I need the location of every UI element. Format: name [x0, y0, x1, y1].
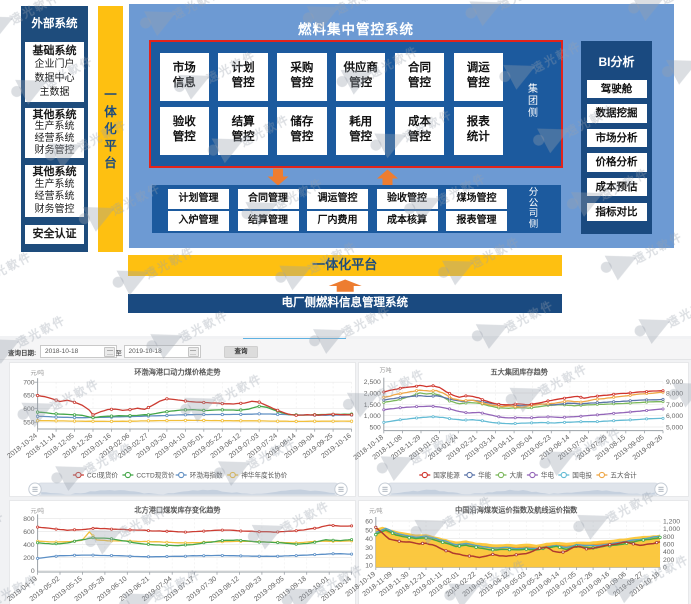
svg-text:600: 600	[663, 542, 675, 549]
svg-text:1,000: 1,000	[364, 413, 381, 420]
svg-text:400: 400	[663, 549, 675, 556]
svg-text:1,200: 1,200	[663, 519, 680, 526]
svg-text:9,000: 9,000	[666, 379, 683, 386]
svg-text:500: 500	[369, 425, 381, 432]
svg-text:600: 600	[24, 529, 36, 536]
svg-text:国家能源: 国家能源	[433, 470, 460, 479]
svg-text:环渤海指数: 环渤海指数	[190, 470, 223, 479]
svg-text:北方港口煤炭库存变化趋势: 北方港口煤炭库存变化趋势	[135, 506, 222, 515]
svg-text:华能: 华能	[478, 470, 492, 479]
svg-text:0: 0	[663, 565, 667, 572]
svg-text:环渤海港口动力煤价格走势: 环渤海港口动力煤价格走势	[135, 368, 222, 377]
svg-text:800: 800	[663, 534, 675, 541]
svg-text:1,000: 1,000	[663, 526, 680, 533]
svg-text:大唐: 大唐	[510, 470, 524, 479]
svg-text:元/吨: 元/吨	[369, 507, 383, 515]
svg-text:CCI现货价: CCI现货价	[87, 470, 119, 479]
svg-text:200: 200	[663, 557, 675, 564]
svg-text:CCTD现货价: CCTD现货价	[137, 470, 176, 479]
svg-text:2,500: 2,500	[364, 379, 381, 386]
svg-text:30: 30	[365, 545, 373, 552]
svg-text:国电投: 国电投	[572, 470, 592, 479]
svg-text:200: 200	[24, 555, 36, 562]
svg-text:700: 700	[24, 380, 36, 387]
svg-text:550: 550	[24, 420, 36, 427]
svg-text:0: 0	[31, 568, 35, 575]
svg-text:50: 50	[365, 528, 373, 535]
svg-text:五大合计: 五大合计	[610, 470, 637, 479]
svg-text:万吨: 万吨	[380, 367, 392, 375]
svg-text:650: 650	[24, 393, 36, 400]
svg-text:7,000: 7,000	[666, 402, 683, 409]
svg-text:元/吨: 元/吨	[31, 507, 45, 515]
svg-text:2,000: 2,000	[364, 391, 381, 398]
svg-text:8,000: 8,000	[666, 391, 683, 398]
svg-text:800: 800	[24, 516, 36, 523]
svg-text:10: 10	[365, 563, 373, 570]
svg-text:20: 20	[365, 554, 373, 561]
svg-text:中国沿海煤炭运价指数及航线运价指数: 中国沿海煤炭运价指数及航线运价指数	[455, 506, 578, 515]
svg-text:60: 60	[365, 519, 373, 526]
svg-text:400: 400	[24, 542, 36, 549]
svg-text:华电: 华电	[541, 470, 555, 479]
svg-text:6,000: 6,000	[666, 413, 683, 420]
svg-text:5,000: 5,000	[666, 425, 683, 432]
svg-text:神华年度长协价: 神华年度长协价	[242, 470, 289, 479]
svg-text:1,500: 1,500	[364, 402, 381, 409]
svg-text:40: 40	[365, 536, 373, 543]
svg-text:600: 600	[24, 406, 36, 413]
svg-text:五大集团库存趋势: 五大集团库存趋势	[490, 368, 548, 377]
svg-text:元/吨: 元/吨	[31, 369, 45, 377]
